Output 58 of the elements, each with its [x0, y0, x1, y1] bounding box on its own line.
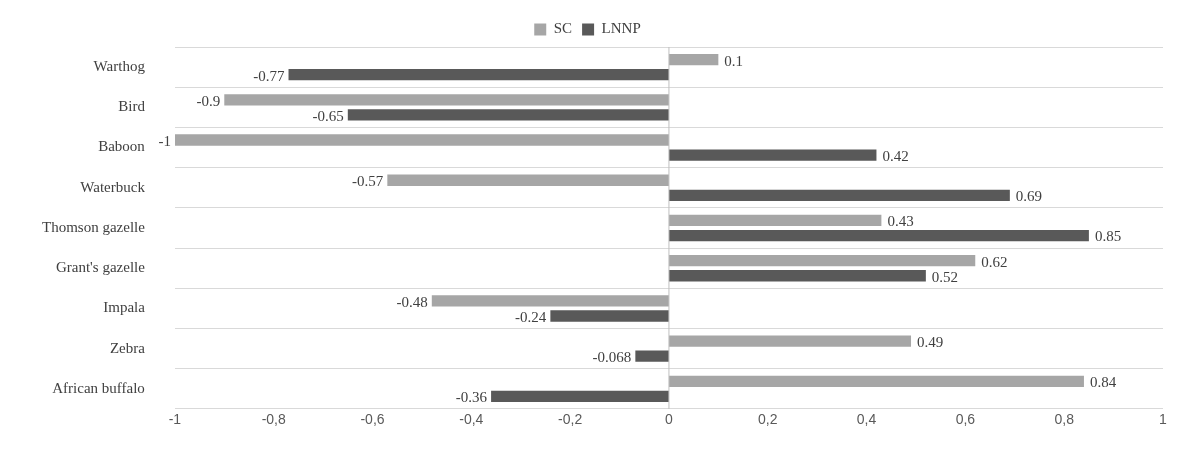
x-tick-label: 0,8 [1054, 411, 1075, 428]
data-label: 0.49 [917, 334, 944, 351]
data-label: 0.42 [882, 148, 909, 165]
bar [668, 53, 719, 66]
data-label: -1 [158, 132, 171, 149]
data-label: -0.48 [396, 293, 428, 310]
data-label: 0.69 [1015, 188, 1043, 205]
data-label: -0.65 [312, 107, 344, 124]
x-tick-label: -0,2 [558, 411, 583, 428]
bar [668, 270, 926, 282]
x-tick-label: -0,8 [261, 411, 286, 428]
bar [668, 375, 1084, 387]
data-label: 0.1 [724, 52, 744, 69]
bar [347, 109, 669, 121]
bar [668, 255, 976, 267]
bar [431, 295, 669, 307]
data-label: 0.62 [981, 253, 1008, 270]
data-label: -0.9 [196, 92, 221, 109]
data-label: -0.36 [455, 389, 488, 406]
bar [668, 335, 912, 347]
data-label: 0.84 [1089, 374, 1117, 391]
y-tick-label: Zebra [109, 339, 146, 356]
bar [635, 350, 669, 362]
x-tick-label: 0,6 [955, 411, 976, 428]
data-label: -0.77 [253, 67, 286, 84]
bar [668, 189, 1010, 201]
y-tick-label: Bird [118, 98, 146, 115]
data-label: -0.24 [515, 308, 547, 325]
bar [550, 310, 669, 322]
bar [491, 390, 669, 403]
y-tick-label: Grant's gazelle [55, 259, 146, 276]
y-tick-label: Impala [103, 299, 146, 316]
data-label: 0.52 [931, 268, 959, 285]
x-tick-label: -0,4 [459, 411, 484, 428]
bar [224, 94, 669, 106]
bar [174, 134, 669, 146]
y-tick-label: Baboon [98, 138, 146, 155]
x-tick-label: 0,4 [856, 411, 877, 428]
data-label: 0.43 [887, 213, 914, 230]
y-tick-label: Warthog [93, 58, 146, 75]
x-tick-label: 0,2 [758, 411, 778, 428]
bar [668, 214, 882, 227]
legend-label: SC [553, 20, 573, 37]
y-tick-label: Thomson gazelle [41, 218, 146, 235]
bar [387, 174, 669, 186]
x-tick-label: -1 [168, 411, 182, 428]
bar [668, 149, 877, 161]
data-label: -0.57 [352, 173, 384, 190]
data-label: 0.85 [1094, 228, 1122, 245]
y-tick-label: Waterbuck [80, 178, 146, 195]
x-tick-label: 1 [1159, 411, 1168, 428]
data-label: -0.068 [592, 349, 632, 366]
x-tick-label: 0 [665, 411, 674, 428]
x-tick-label: -0,6 [360, 411, 385, 428]
bar [288, 69, 669, 81]
y-tick-label: African buffalo [52, 379, 145, 396]
legend-label: LNNP [601, 20, 641, 37]
bar [668, 229, 1089, 242]
